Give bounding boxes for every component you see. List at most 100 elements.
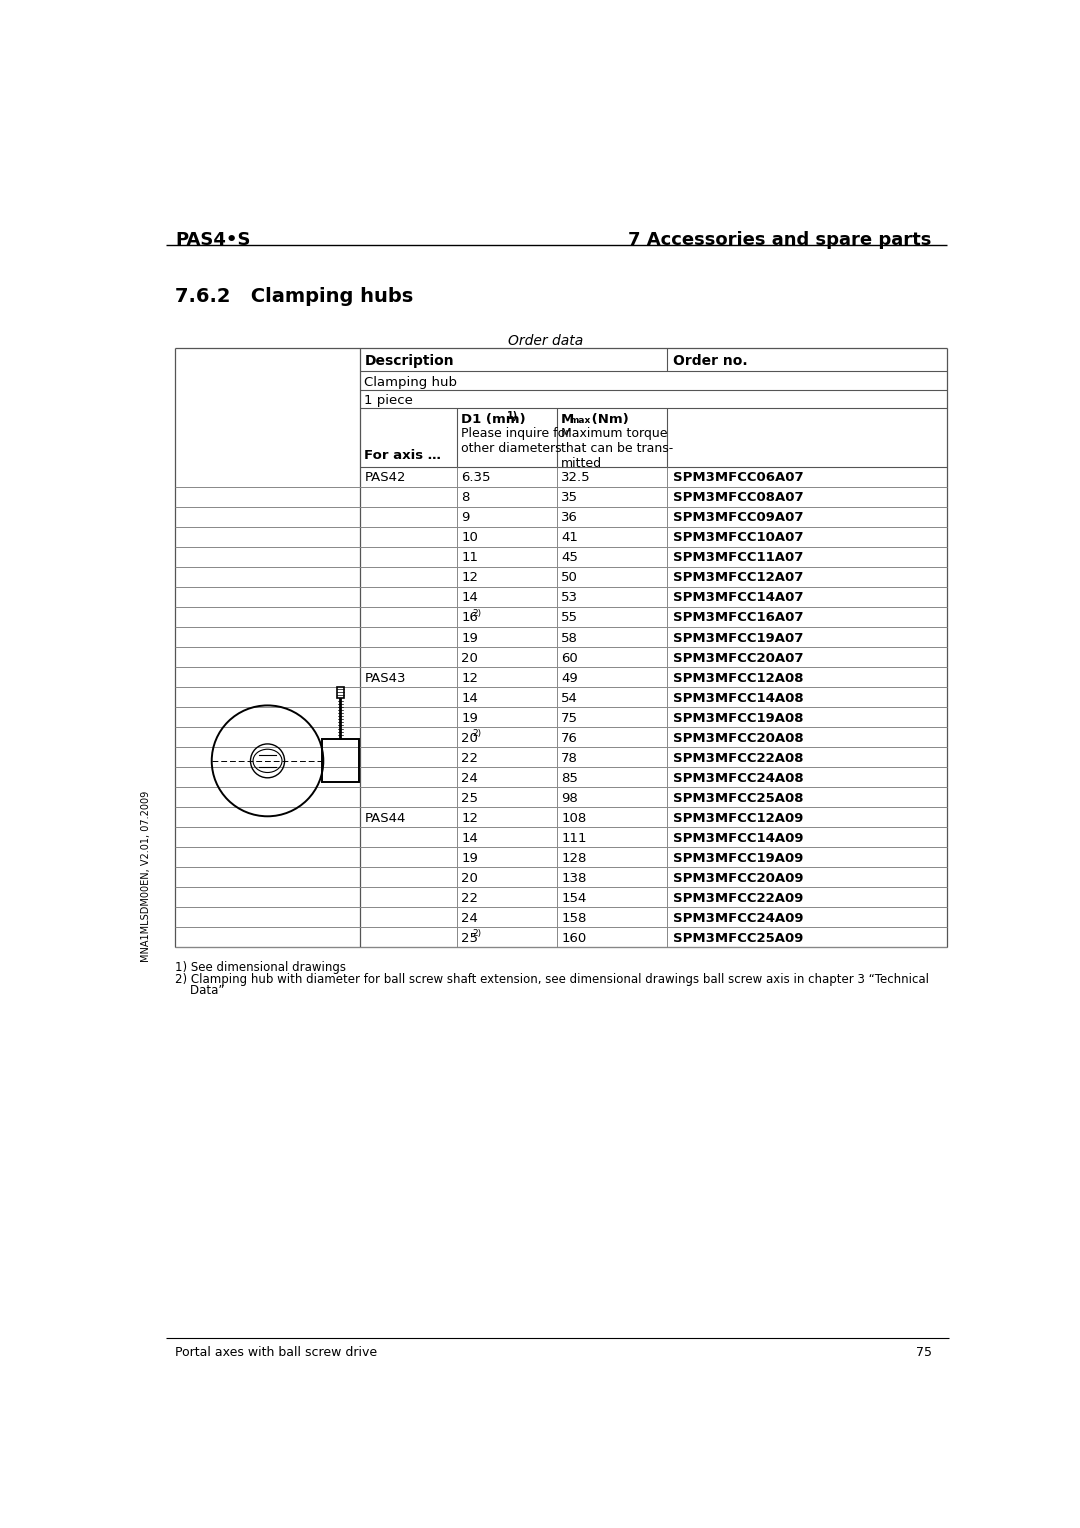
Text: PAS43: PAS43 <box>364 671 406 685</box>
Text: SPM3MFCC19A07: SPM3MFCC19A07 <box>673 631 804 645</box>
Text: 1) See dimensional drawings: 1) See dimensional drawings <box>175 961 347 973</box>
Text: Maximum torque
that can be trans-
mitted: Maximum torque that can be trans- mitted <box>562 426 674 469</box>
Text: SPM3MFCC14A09: SPM3MFCC14A09 <box>673 831 804 845</box>
Text: Description: Description <box>364 353 454 368</box>
Text: 14: 14 <box>461 692 478 704</box>
Text: SPM3MFCC24A09: SPM3MFCC24A09 <box>673 912 804 924</box>
Text: 60: 60 <box>562 651 578 665</box>
Text: SPM3MFCC11A07: SPM3MFCC11A07 <box>673 552 804 564</box>
Text: 36: 36 <box>562 512 578 524</box>
Text: Data”: Data” <box>175 984 225 998</box>
Text: 75: 75 <box>562 712 578 724</box>
Text: 16: 16 <box>461 611 478 625</box>
Text: 20: 20 <box>461 732 478 744</box>
Text: 9: 9 <box>461 512 470 524</box>
Text: SPM3MFCC22A08: SPM3MFCC22A08 <box>673 752 804 764</box>
Text: SPM3MFCC19A09: SPM3MFCC19A09 <box>673 851 804 865</box>
Text: 11: 11 <box>461 552 478 564</box>
Text: 111: 111 <box>562 831 586 845</box>
Text: 58: 58 <box>562 631 578 645</box>
Text: 53: 53 <box>562 591 578 605</box>
Text: 128: 128 <box>562 851 586 865</box>
Text: 12: 12 <box>461 811 478 825</box>
Text: Portal axes with ball screw drive: Portal axes with ball screw drive <box>175 1346 377 1358</box>
Text: SPM3MFCC12A09: SPM3MFCC12A09 <box>673 811 804 825</box>
Text: Clamping hub: Clamping hub <box>364 376 458 388</box>
Text: SPM3MFCC09A07: SPM3MFCC09A07 <box>673 512 804 524</box>
Text: 7 Accessories and spare parts: 7 Accessories and spare parts <box>629 231 932 249</box>
Text: 2): 2) <box>472 929 482 938</box>
Text: 41: 41 <box>562 532 578 544</box>
Text: SPM3MFCC12A08: SPM3MFCC12A08 <box>673 671 804 685</box>
Text: 108: 108 <box>562 811 586 825</box>
Text: 138: 138 <box>562 872 586 885</box>
Text: 8: 8 <box>461 492 470 504</box>
Text: 12: 12 <box>461 671 478 685</box>
Text: 98: 98 <box>562 792 578 805</box>
Text: SPM3MFCC25A09: SPM3MFCC25A09 <box>673 932 804 944</box>
Text: SPM3MFCC20A09: SPM3MFCC20A09 <box>673 872 804 885</box>
Text: SPM3MFCC08A07: SPM3MFCC08A07 <box>673 492 804 504</box>
Text: SPM3MFCC24A08: SPM3MFCC24A08 <box>673 772 804 785</box>
Text: 35: 35 <box>562 492 578 504</box>
Bar <box>337 688 345 698</box>
Text: 32.5: 32.5 <box>562 471 591 484</box>
Text: SPM3MFCC22A09: SPM3MFCC22A09 <box>673 892 804 905</box>
Text: For axis …: For axis … <box>364 449 442 461</box>
Text: 154: 154 <box>562 892 586 905</box>
Text: Order no.: Order no. <box>673 353 747 368</box>
Text: 19: 19 <box>461 851 478 865</box>
Text: SPM3MFCC20A07: SPM3MFCC20A07 <box>673 651 804 665</box>
Text: 1): 1) <box>507 411 518 420</box>
Text: 25: 25 <box>461 932 478 944</box>
Text: SPM3MFCC14A08: SPM3MFCC14A08 <box>673 692 804 704</box>
Text: 20: 20 <box>461 651 478 665</box>
Text: 14: 14 <box>461 831 478 845</box>
Text: 75: 75 <box>916 1346 932 1358</box>
Text: 22: 22 <box>461 892 478 905</box>
Text: Order data: Order data <box>508 333 583 347</box>
Text: 50: 50 <box>562 571 578 584</box>
Text: M: M <box>562 413 575 426</box>
Text: 19: 19 <box>461 712 478 724</box>
Text: 160: 160 <box>562 932 586 944</box>
Text: SPM3MFCC19A08: SPM3MFCC19A08 <box>673 712 804 724</box>
Text: 1 piece: 1 piece <box>364 394 414 406</box>
Text: 19: 19 <box>461 631 478 645</box>
Text: 22: 22 <box>461 752 478 764</box>
Text: MNA1MLSDM00EN, V2.01, 07.2009: MNA1MLSDM00EN, V2.01, 07.2009 <box>140 790 151 963</box>
Text: SPM3MFCC12A07: SPM3MFCC12A07 <box>673 571 804 584</box>
Text: Please inquire for
other diameters: Please inquire for other diameters <box>461 426 570 455</box>
Text: SPM3MFCC16A07: SPM3MFCC16A07 <box>673 611 804 625</box>
Text: 6.35: 6.35 <box>461 471 490 484</box>
Text: 24: 24 <box>461 912 478 924</box>
Text: SPM3MFCC25A08: SPM3MFCC25A08 <box>673 792 804 805</box>
Text: 20: 20 <box>461 872 478 885</box>
Text: 7.6.2   Clamping hubs: 7.6.2 Clamping hubs <box>175 287 414 306</box>
Text: PAS42: PAS42 <box>364 471 406 484</box>
Text: 12: 12 <box>461 571 478 584</box>
Text: SPM3MFCC14A07: SPM3MFCC14A07 <box>673 591 804 605</box>
Text: 14: 14 <box>461 591 478 605</box>
Text: 78: 78 <box>562 752 578 764</box>
Text: D1 (mm): D1 (mm) <box>461 413 530 426</box>
Text: SPM3MFCC10A07: SPM3MFCC10A07 <box>673 532 804 544</box>
Text: (Nm): (Nm) <box>586 413 629 426</box>
Text: 54: 54 <box>562 692 578 704</box>
Text: 85: 85 <box>562 772 578 785</box>
Text: 24: 24 <box>461 772 478 785</box>
Text: PAS4•S: PAS4•S <box>175 231 251 249</box>
Text: 2): 2) <box>472 729 482 738</box>
Text: 55: 55 <box>562 611 578 625</box>
Text: 158: 158 <box>562 912 586 924</box>
Text: 49: 49 <box>562 671 578 685</box>
Text: 25: 25 <box>461 792 478 805</box>
Text: SPM3MFCC20A08: SPM3MFCC20A08 <box>673 732 804 744</box>
Text: 76: 76 <box>562 732 578 744</box>
Text: PAS44: PAS44 <box>364 811 406 825</box>
Text: 2): 2) <box>472 610 482 619</box>
Text: 10: 10 <box>461 532 478 544</box>
Text: 2) Clamping hub with diameter for ball screw shaft extension, see dimensional dr: 2) Clamping hub with diameter for ball s… <box>175 973 929 987</box>
Text: 45: 45 <box>562 552 578 564</box>
Text: SPM3MFCC06A07: SPM3MFCC06A07 <box>673 471 804 484</box>
